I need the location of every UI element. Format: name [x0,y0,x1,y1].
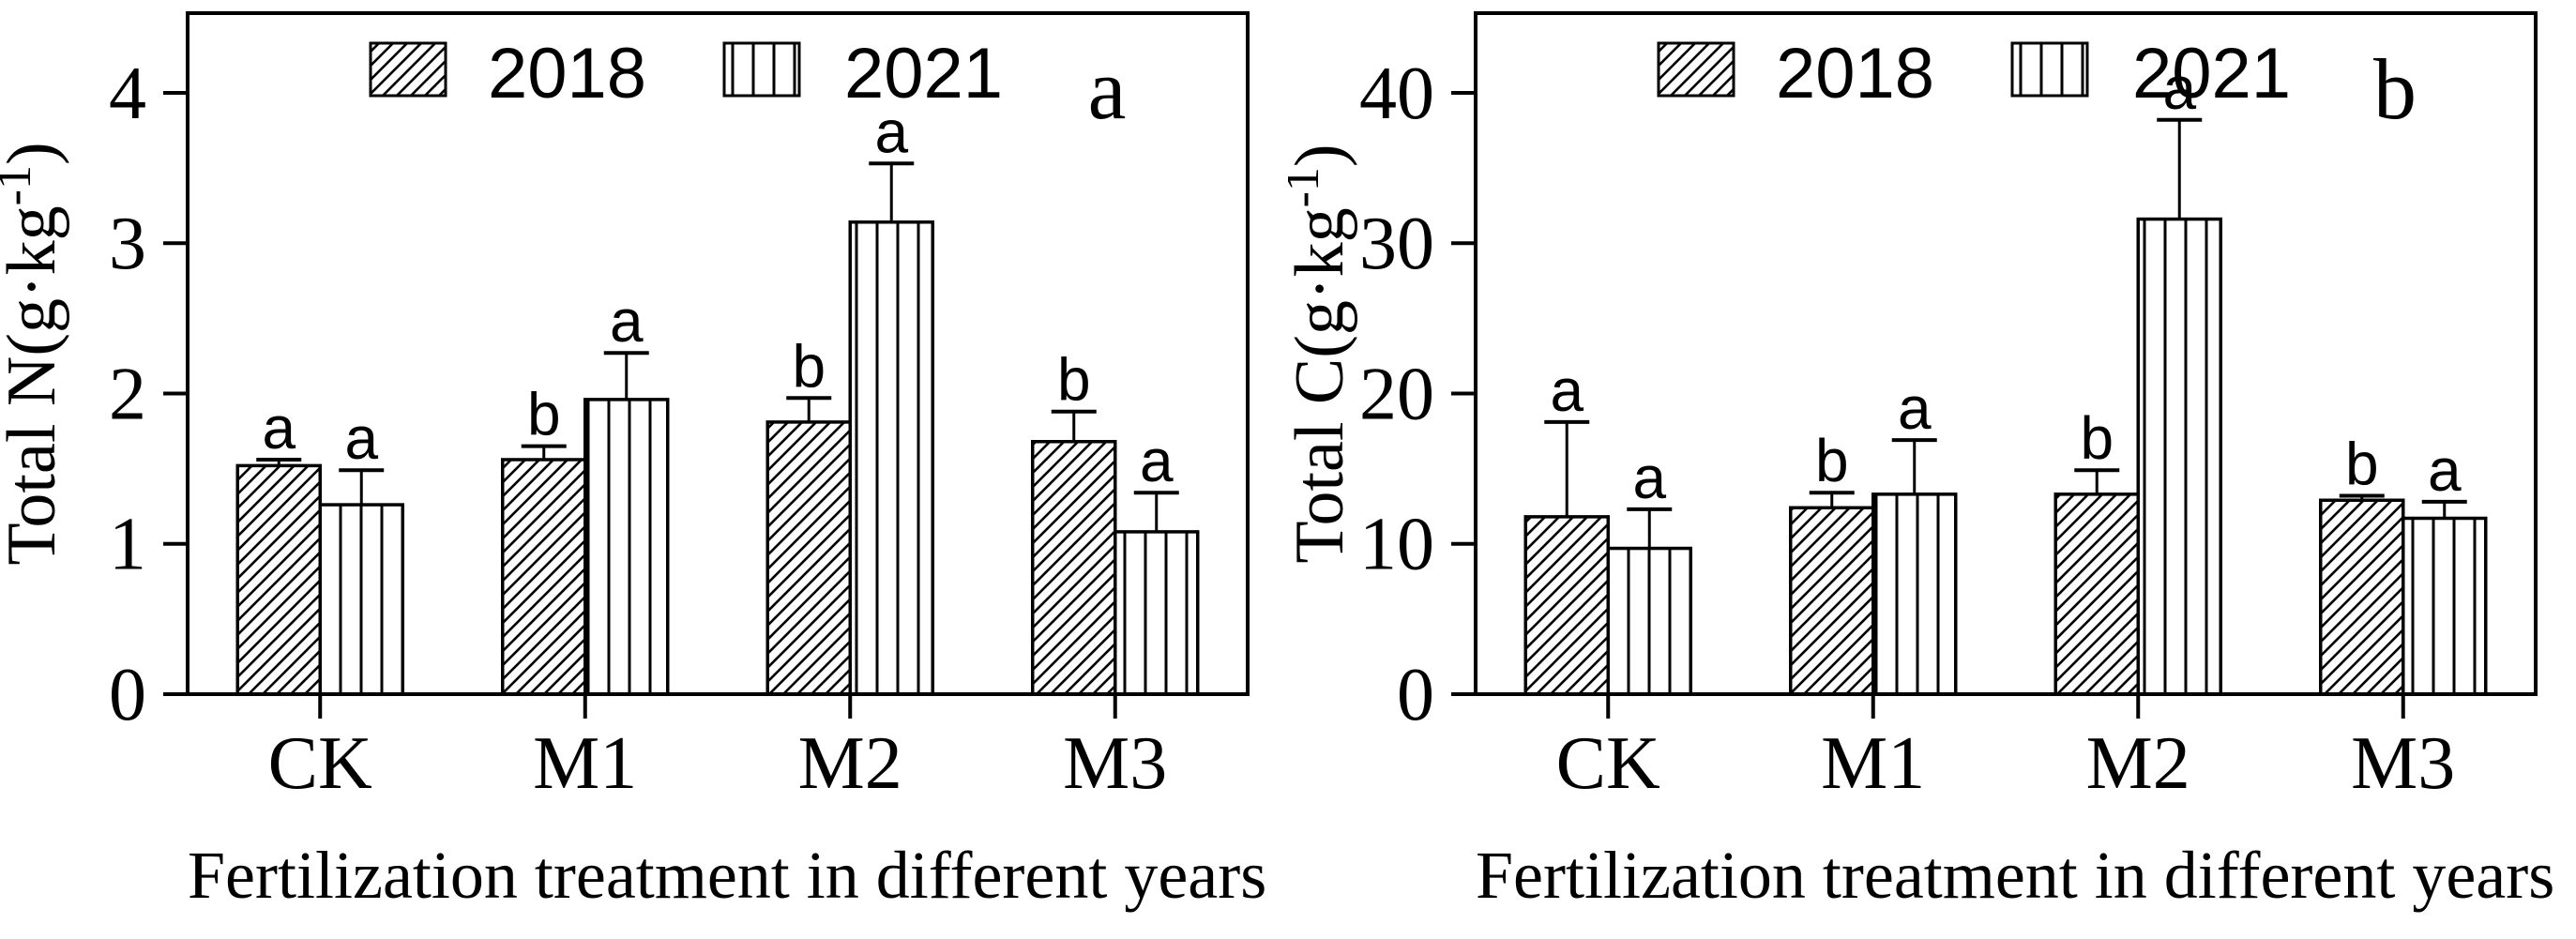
significance-letter: a [262,394,295,462]
bar-2021-M1 [1871,492,1958,696]
significance-letter: a [1632,444,1666,511]
x-axis-category-label: CK [268,722,372,805]
x-axis-category-label: M1 [533,722,637,805]
chart-panel-a: 0 1 2 3 4 CK a a M1 b a M2 b a M3 b a 2018 2021 a Total N(g·… [0,11,1267,913]
y-axis-tick-label: 40 [1359,53,1434,135]
bar-2018-CK [235,463,322,696]
panel-letter: a [1088,41,1127,137]
significance-letter: a [874,98,908,165]
y-axis-tick-label: 0 [109,654,146,736]
bar-2018-M3 [1031,440,1117,696]
y-axis-title: Total N(g·kg-1) [0,142,70,565]
legend-label-2018: 2018 [488,34,646,114]
bar-2021-M1 [583,398,670,696]
significance-letter: b [2080,404,2114,472]
significance-letter: b [792,332,826,400]
plot-frame [1474,11,2538,696]
legend-label-2021: 2021 [844,34,1003,114]
panel-letter: b [2373,41,2417,137]
bar-2018-M2 [2053,492,2140,696]
significance-letter: a [2428,436,2462,504]
bar-2021-M3 [2402,516,2488,696]
significance-letter: a [344,404,378,472]
chart-panel-b: 0 10 20 30 40 CK a a M1 b a M2 b a M3 b a 2018 2021 b Total … [1288,0,2576,939]
legend-swatch-2021 [2010,41,2089,98]
y-axis-tick-label: 4 [109,53,146,135]
bar-2018-M2 [765,420,852,696]
bar-2021-M3 [1114,530,1200,696]
y-axis-tick-label: 20 [1359,353,1434,435]
bar-2018-CK [1523,515,1610,696]
x-axis-category-label: CK [1556,722,1660,805]
x-axis-category-label: M3 [2351,722,2455,805]
y-axis-tick-label: 10 [1359,504,1434,586]
x-axis-category-label: M1 [1821,722,1925,805]
bar-2018-M1 [501,458,587,696]
bar-2018-M3 [2319,498,2405,696]
bar-2021-CK [1606,546,1692,696]
legend-swatch-2018 [1657,41,1735,98]
significance-letter: a [2162,54,2196,122]
legend-label-2018: 2018 [1776,34,1934,114]
significance-letter: a [1140,427,1174,494]
legend-swatch-2021 [722,41,801,98]
x-axis-title: Fertilization treatment in different yea… [1476,838,2555,913]
y-axis-tick-label: 1 [109,504,146,586]
y-axis-tick-label: 2 [109,353,146,435]
significance-letter: a [1550,356,1583,424]
bar-2021-CK [318,503,404,696]
legend-swatch-2018 [369,41,447,98]
plot-frame [186,11,1250,696]
x-axis-category-label: M3 [1063,722,1167,805]
y-axis-tick-label: 3 [109,203,146,285]
significance-letter: a [1898,374,1932,442]
significance-letter: b [1815,427,1849,494]
bar-2018-M1 [1789,506,1875,696]
significance-letter: b [2345,430,2379,497]
y-axis-tick-label: 0 [1397,654,1434,736]
significance-letter: a [610,287,644,355]
y-axis-title: Total C(g·kg-1) [1288,144,1358,563]
significance-letter: b [1057,346,1091,414]
x-axis-title: Fertilization treatment in different yea… [188,838,1267,913]
legend-label-2021: 2021 [2132,34,2291,114]
x-axis-category-label: M2 [798,722,902,805]
bar-2021-M2 [2136,217,2222,696]
y-axis-tick-label: 30 [1359,203,1434,285]
significance-letter: b [527,381,561,448]
bar-2021-M2 [848,220,934,696]
x-axis-category-label: M2 [2086,722,2190,805]
